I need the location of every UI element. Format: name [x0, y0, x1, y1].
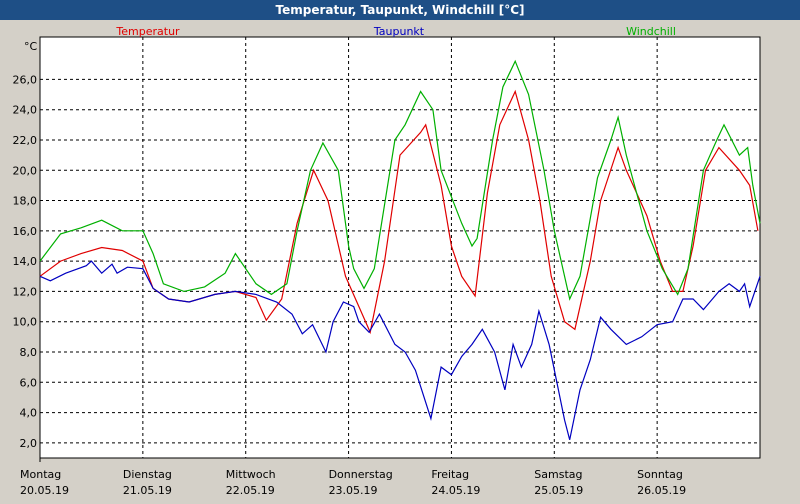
y-tick-label: 18,0 [13, 195, 38, 208]
x-tick-label: Sonntag [637, 468, 683, 481]
x-tick-date: 20.05.19 [20, 484, 69, 497]
x-tick-label: Dienstag [123, 468, 172, 481]
y-unit: °C [24, 40, 38, 53]
y-tick-label: 6,0 [20, 376, 38, 389]
x-tick-date: 26.05.19 [637, 484, 686, 497]
y-tick-label: 8,0 [20, 346, 38, 359]
legend-entry: Temperatur [115, 25, 180, 38]
x-tick-label: Donnerstag [329, 468, 393, 481]
y-tick-label: 16,0 [13, 225, 38, 238]
x-tick-date: 21.05.19 [123, 484, 172, 497]
x-tick-label: Montag [20, 468, 61, 481]
x-tick-label: Mittwoch [226, 468, 276, 481]
x-tick-label: Freitag [431, 468, 469, 481]
y-tick-label: 20,0 [13, 164, 38, 177]
x-tick-label: Samstag [534, 468, 582, 481]
y-tick-label: 2,0 [20, 437, 38, 450]
x-tick-date: 25.05.19 [534, 484, 583, 497]
series-line [39, 260, 761, 440]
y-tick-label: 14,0 [13, 255, 38, 268]
x-tick-date: 23.05.19 [329, 484, 378, 497]
y-tick-label: 12,0 [13, 285, 38, 298]
y-tick-label: 22,0 [13, 134, 38, 147]
chart-title: Temperatur, Taupunkt, Windchill [°C] [276, 3, 525, 17]
y-tick-label: 4,0 [20, 407, 38, 420]
legend-entry: Windchill [626, 25, 676, 38]
y-tick-label: 24,0 [13, 104, 38, 117]
y-tick-label: 10,0 [13, 316, 38, 329]
plot-area [39, 36, 761, 459]
y-tick-label: 26,0 [13, 73, 38, 86]
title-bar [0, 0, 800, 20]
x-tick-date: 22.05.19 [226, 484, 275, 497]
series-line [39, 59, 761, 301]
legend-entry: Taupunkt [373, 25, 425, 38]
x-tick-date: 24.05.19 [431, 484, 480, 497]
